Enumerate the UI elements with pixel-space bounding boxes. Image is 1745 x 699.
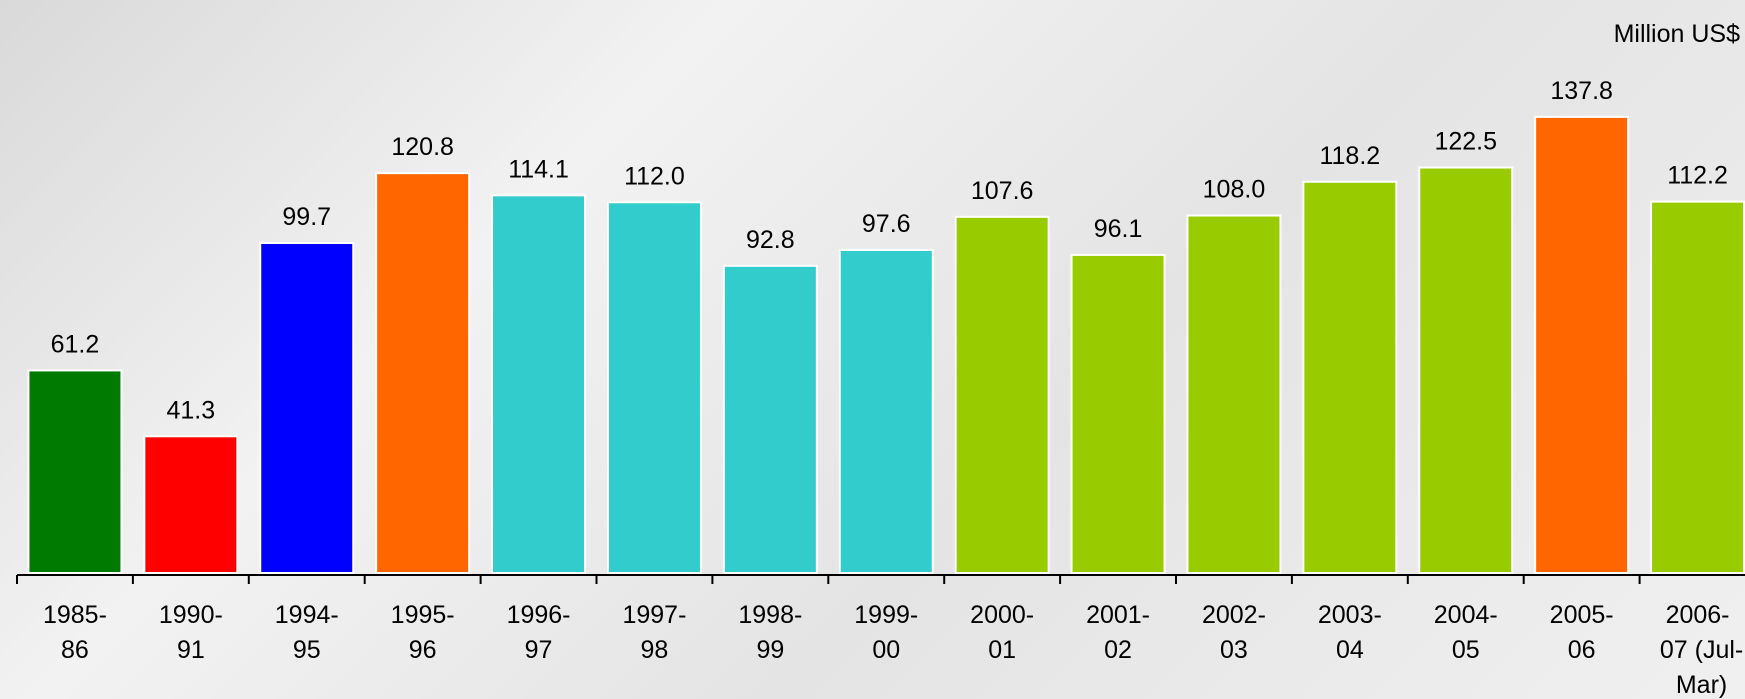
x-tick-label: 86 <box>61 636 89 664</box>
bar <box>259 241 355 574</box>
bar <box>491 194 587 574</box>
bar <box>1650 200 1745 574</box>
bar <box>954 215 1050 574</box>
bar <box>143 435 239 574</box>
x-tick-label: 95 <box>293 636 321 664</box>
x-tick-label: 2006- <box>1666 601 1730 629</box>
x-tick-label: 05 <box>1452 636 1480 664</box>
bar <box>375 172 471 574</box>
x-tick-label: 1985- <box>43 601 107 629</box>
value-label: 118.2 <box>1319 142 1380 170</box>
x-tick-label: 01 <box>988 636 1016 664</box>
x-tick-label: 1990- <box>159 601 223 629</box>
x-tick-label: 04 <box>1336 636 1364 664</box>
value-label: 41.3 <box>167 396 216 424</box>
bar <box>722 264 818 574</box>
value-label: 112.0 <box>624 162 685 190</box>
x-tick-label: 99 <box>756 636 784 664</box>
value-label: 112.2 <box>1667 162 1728 190</box>
x-tick-label: 02 <box>1104 636 1132 664</box>
x-tick-label: 97 <box>525 636 553 664</box>
x-tick-label: Mar) <box>1676 671 1727 699</box>
x-tick-label: 1996- <box>507 601 571 629</box>
value-label: 120.8 <box>391 133 454 161</box>
x-tick-label: 1998- <box>738 601 802 629</box>
x-tick-label: 1999- <box>854 601 918 629</box>
x-tick-label: 2003- <box>1318 601 1382 629</box>
x-tick-label: 2004- <box>1434 601 1498 629</box>
x-tick-label: 1995- <box>391 601 455 629</box>
x-tick-label: 1994- <box>275 601 339 629</box>
value-label: 96.1 <box>1094 215 1143 243</box>
bar <box>1070 253 1166 574</box>
x-tick-label: 00 <box>872 636 900 664</box>
bar <box>1534 115 1630 575</box>
bar <box>1302 180 1398 574</box>
bar <box>1418 166 1514 574</box>
x-tick-label: 2002- <box>1202 601 1266 629</box>
x-tick-label: 2000- <box>970 601 1034 629</box>
x-tick-label: 91 <box>177 636 205 664</box>
value-label: 137.8 <box>1550 77 1613 105</box>
bar <box>606 201 702 574</box>
value-label: 122.5 <box>1434 128 1497 156</box>
x-tick-label: 07 (Jul- <box>1660 636 1743 664</box>
x-tick-label: 1997- <box>622 601 686 629</box>
x-tick-label: 2001- <box>1086 601 1150 629</box>
value-label: 99.7 <box>282 203 331 231</box>
x-tick-label: 98 <box>641 636 669 664</box>
value-label: 97.6 <box>862 210 911 238</box>
value-label: 108.0 <box>1203 176 1266 204</box>
value-label: 114.1 <box>508 155 569 183</box>
unit-label: Million US$ <box>1614 20 1741 48</box>
bar <box>838 248 934 574</box>
x-tick-label: 2005- <box>1550 601 1614 629</box>
value-label: 61.2 <box>51 330 100 358</box>
bar <box>1186 214 1282 575</box>
x-tick-label: 06 <box>1568 636 1596 664</box>
x-tick-label: 96 <box>409 636 437 664</box>
x-tick-label: 03 <box>1220 636 1248 664</box>
value-label: 107.6 <box>971 177 1034 205</box>
bar <box>27 369 123 575</box>
value-label: 92.8 <box>746 226 795 254</box>
